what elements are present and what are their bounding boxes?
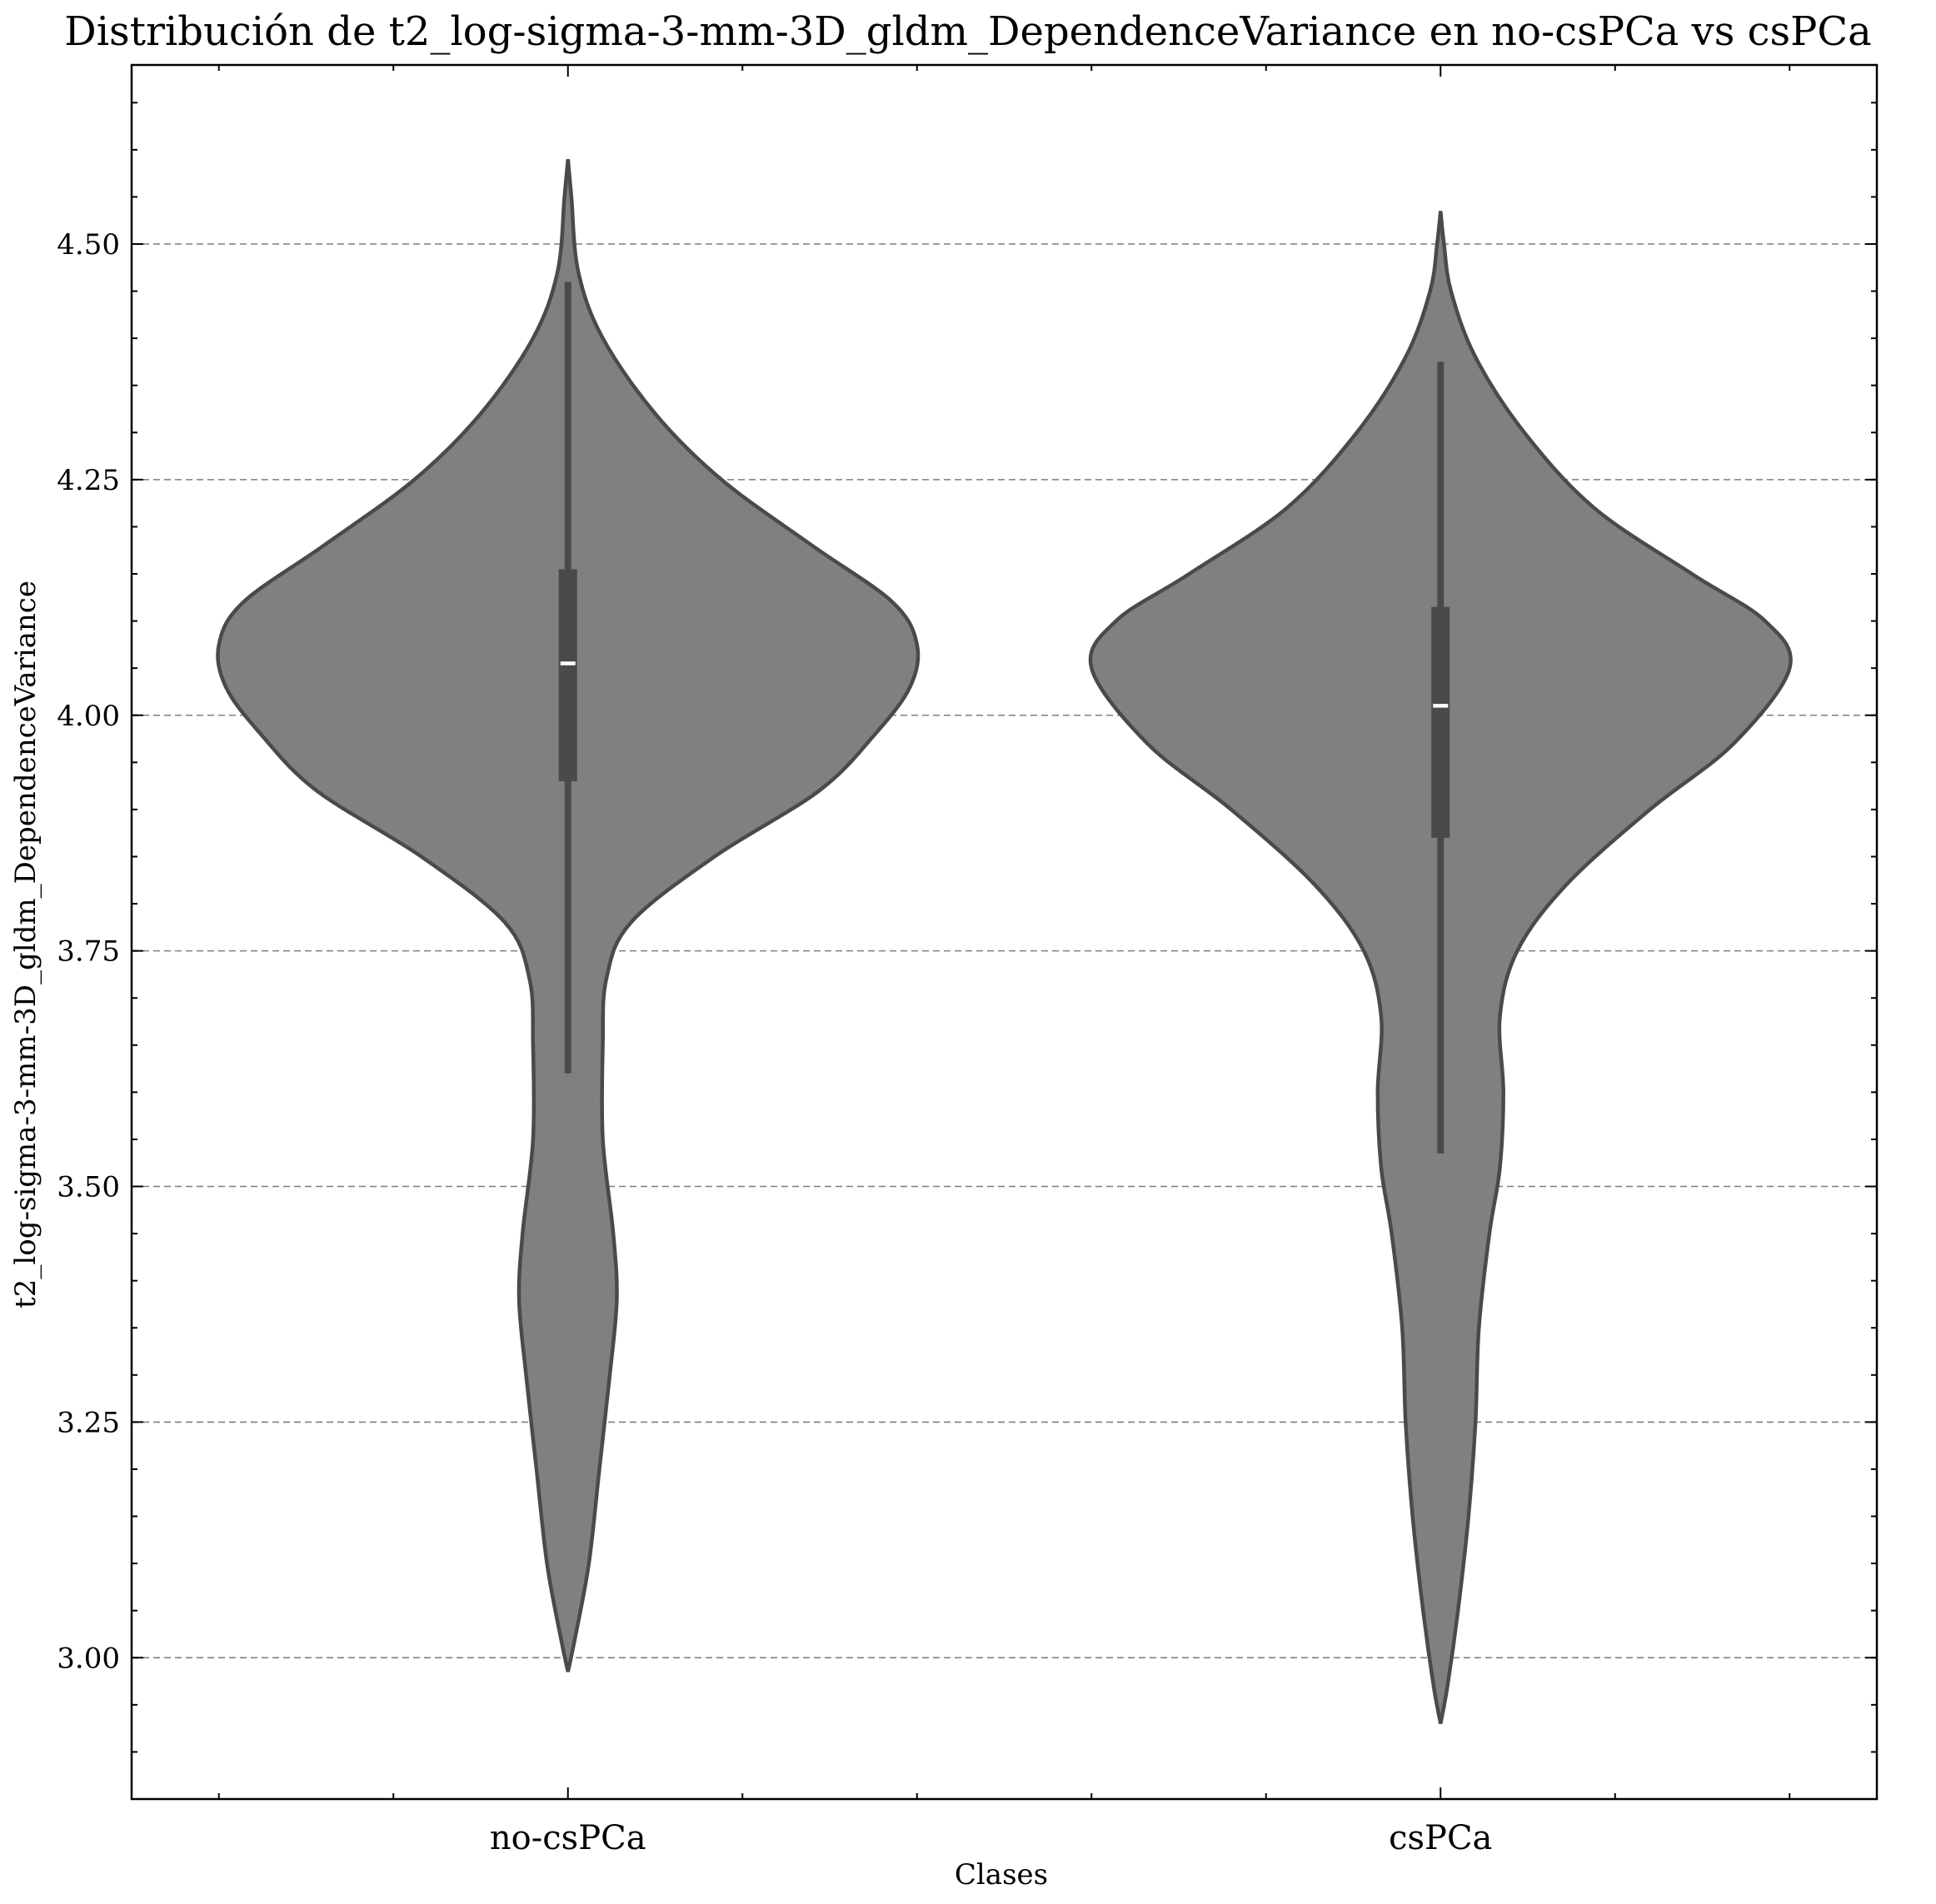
iqr-box xyxy=(558,569,577,781)
grid-lines xyxy=(132,243,1877,1659)
y-tick-label: 3.75 xyxy=(57,935,120,969)
chart-title: Distribución de t2_log-sigma-3-mm-3D_gld… xyxy=(64,8,1872,55)
x-axis-label: Clases xyxy=(955,1858,1048,1892)
x-tick-label: no-csPCa xyxy=(490,1819,646,1857)
y-tick-labels: 3.00 3.25 3.50 3.75 4.00 4.25 4.50 xyxy=(57,228,120,1675)
y-tick-label: 3.00 xyxy=(57,1642,120,1675)
x-tick-label: csPCa xyxy=(1389,1819,1492,1857)
violins xyxy=(216,158,1793,1724)
y-tick-label: 4.25 xyxy=(57,464,120,497)
y-tick-label: 4.50 xyxy=(57,228,120,262)
x-tick-labels: no-csPCa csPCa xyxy=(490,1819,1492,1857)
y-axis-label: t2_log-sigma-3-mm-3D_gldm_DependenceVari… xyxy=(9,581,42,1308)
plot-frame xyxy=(130,63,1879,1801)
y-tick-label: 4.00 xyxy=(57,700,120,733)
y-tick-label: 3.50 xyxy=(57,1171,120,1204)
y-tick-label: 3.25 xyxy=(57,1406,120,1439)
iqr-box xyxy=(1431,606,1450,838)
axis-ticks xyxy=(132,65,1877,1799)
